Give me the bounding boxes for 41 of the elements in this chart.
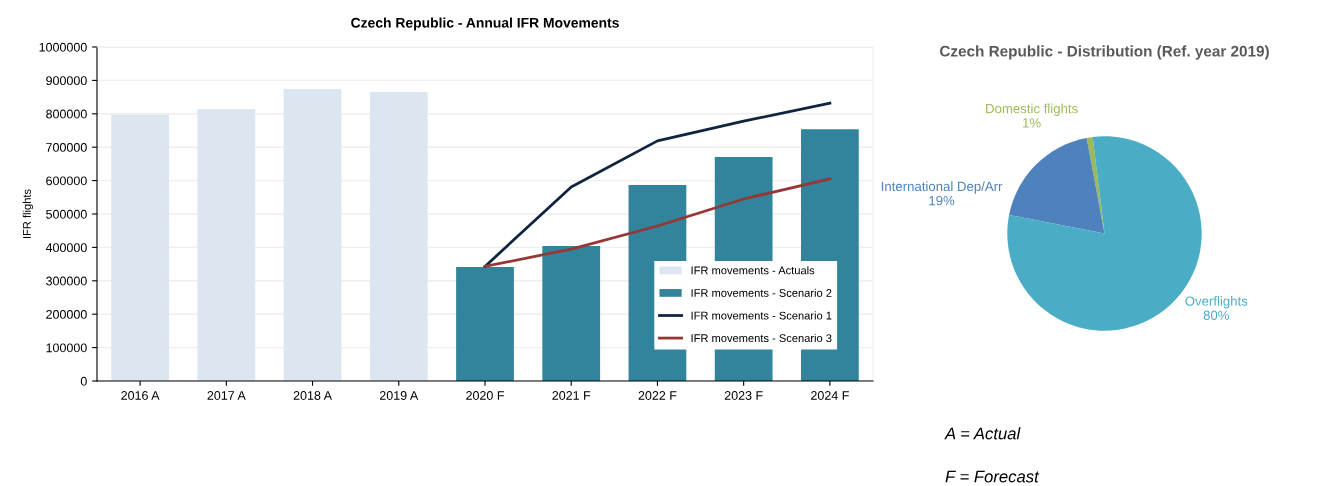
y-tick-label: 300000 <box>46 276 87 286</box>
y-tick-label: 800000 <box>46 109 87 119</box>
y-tick-label: 1000000 <box>39 42 87 52</box>
y-tick-label: 900000 <box>46 76 87 86</box>
x-tick-label: 2020 F <box>466 391 504 400</box>
y-tick-label: 500000 <box>46 209 87 219</box>
x-tick-label: 2017 A <box>207 391 246 400</box>
x-tick-label: 2022 F <box>638 391 677 400</box>
legend-label: IFR movements - Scenario 1 <box>691 311 832 320</box>
chart-title: Czech Republic - Annual IFR Movements <box>351 17 619 31</box>
legend-label: IFR movements - Scenario 3 <box>691 333 832 343</box>
slice-label: Overflights 80% <box>1185 296 1248 320</box>
x-tick-label: 2016 A <box>121 391 160 400</box>
pie-slice <box>1009 137 1105 234</box>
chart-title: Czech Republic - Distribution (Ref. year 2019) <box>940 45 1269 60</box>
y-tick-label: 200000 <box>46 310 87 319</box>
y-tick-label: 0 <box>80 376 87 386</box>
text: A = Actual <box>944 427 1021 440</box>
y-axis-title: IFR flights <box>22 189 34 238</box>
bar <box>111 114 169 381</box>
x-tick-label: 2023 F <box>724 391 763 400</box>
bar <box>283 89 342 381</box>
text: F = Forecast <box>945 470 1040 483</box>
legend-label: IFR movements - Scenario 2 <box>691 288 832 297</box>
bar <box>197 109 256 381</box>
y-tick-label: 100000 <box>46 343 87 353</box>
slice-label: International Dep/Arr 19% <box>881 181 1003 206</box>
bar <box>456 267 514 381</box>
line-series <box>483 101 832 268</box>
y-tick-label: 600000 <box>46 176 87 186</box>
x-tick-label: 2018 A <box>293 391 332 400</box>
bar <box>369 92 428 381</box>
x-tick-label: 2021 F <box>552 391 591 400</box>
bar <box>542 246 601 381</box>
y-tick-label: 400000 <box>45 243 87 253</box>
x-tick-label: 2024 F <box>811 391 849 400</box>
line-series <box>483 177 832 268</box>
x-tick-label: 2019 A <box>379 391 419 400</box>
slice-label: Domestic flights 1% <box>986 103 1078 128</box>
legend-label: IFR movements - Actuals <box>691 266 815 275</box>
y-tick-label: 700000 <box>46 143 87 152</box>
